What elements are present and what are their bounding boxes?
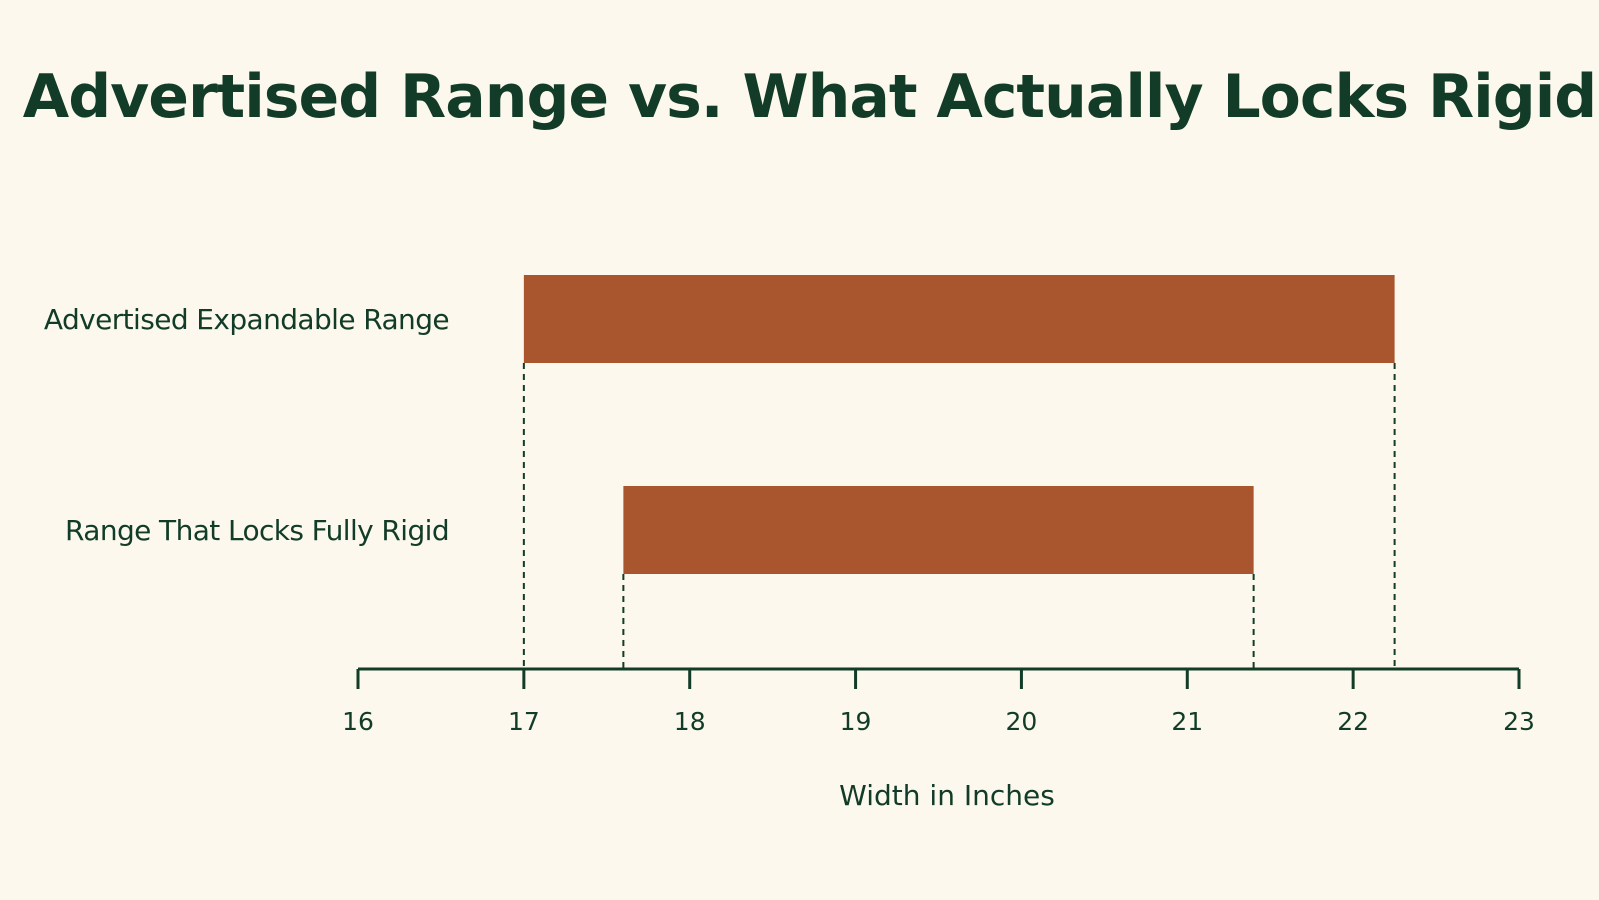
x-tick-label-23: 23 bbox=[1503, 707, 1535, 736]
x-tick-label-22: 22 bbox=[1337, 707, 1369, 736]
x-axis-label: Width in Inches bbox=[839, 779, 1055, 812]
x-tick-label-17: 17 bbox=[508, 707, 540, 736]
x-tick-label-20: 20 bbox=[1006, 707, 1038, 736]
x-tick-label-19: 19 bbox=[840, 707, 872, 736]
chart-title: Advertised Range vs. What Actually Locks… bbox=[22, 62, 1597, 132]
category-label-2: Range That Locks Fully Rigid bbox=[65, 514, 449, 547]
range-bar-1 bbox=[523, 275, 1395, 363]
category-labels: Advertised Expandable Range Range That Lo… bbox=[44, 303, 450, 547]
x-tick-label-21: 21 bbox=[1171, 707, 1203, 736]
x-axis: 16 17 18 19 20 21 22 23 bbox=[342, 667, 1535, 736]
guide-lines bbox=[522, 363, 1396, 669]
x-tick-label-18: 18 bbox=[674, 707, 706, 736]
x-tick-label-16: 16 bbox=[342, 707, 374, 736]
range-bar-2 bbox=[623, 486, 1254, 574]
bars bbox=[523, 275, 1395, 574]
category-label-1: Advertised Expandable Range bbox=[44, 303, 449, 336]
